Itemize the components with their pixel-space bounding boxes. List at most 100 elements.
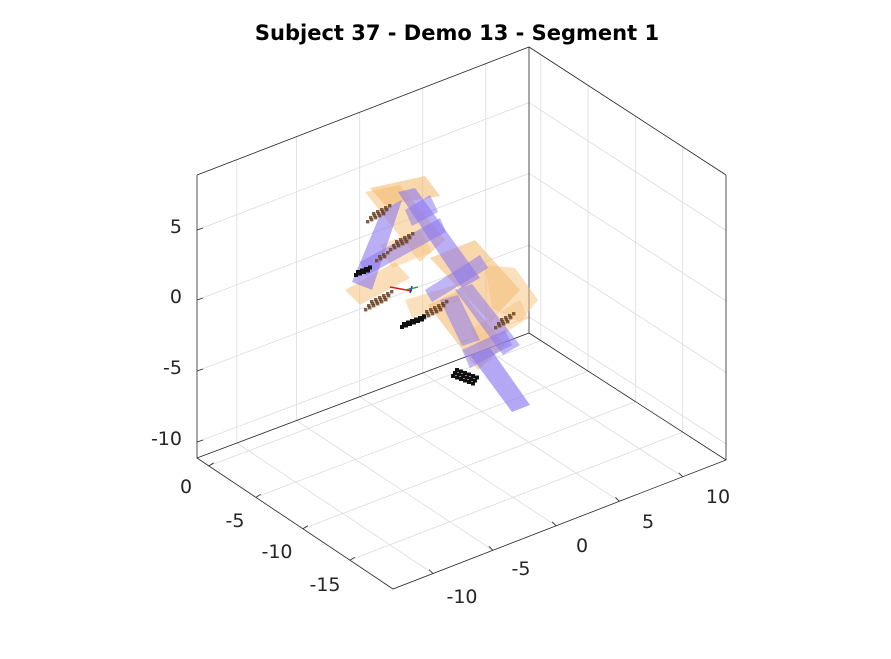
brown-marker	[368, 306, 372, 310]
black-marker	[354, 273, 358, 277]
grid-line	[528, 244, 727, 373]
brown-marker	[384, 298, 388, 302]
grid-line	[296, 420, 494, 551]
grid-lines	[196, 54, 727, 574]
grid-line	[196, 172, 530, 301]
tick-marks	[196, 227, 683, 574]
tick-mark	[428, 569, 434, 574]
link-orange-right	[485, 265, 538, 322]
brown-marker	[383, 255, 387, 259]
brown-marker	[380, 208, 384, 212]
brown-marker	[504, 316, 508, 320]
z-tick-label: -10	[151, 428, 182, 450]
brown-marker	[400, 240, 404, 244]
brown-marker	[434, 308, 438, 312]
brown-marker	[445, 300, 449, 304]
brown-marker	[433, 306, 437, 310]
brown-marker	[376, 302, 380, 306]
brown-marker	[401, 242, 405, 246]
brown-marker	[431, 312, 435, 316]
black-marker	[416, 319, 420, 323]
link-purple-forearm	[360, 218, 446, 276]
brown-marker	[370, 300, 374, 304]
black-marker	[465, 375, 469, 380]
brown-marker	[373, 214, 377, 218]
grid-line	[485, 348, 683, 478]
brown-marker	[378, 214, 382, 218]
brown-marker	[396, 242, 400, 246]
tick-mark	[551, 521, 557, 527]
brown-marker	[372, 212, 376, 216]
brown-marker	[370, 218, 374, 222]
black-marker	[467, 380, 471, 384]
x-tick-label: 5	[642, 511, 654, 533]
brown-marker	[386, 251, 390, 255]
black-marker	[473, 378, 477, 383]
black-marker	[412, 320, 416, 325]
body-links	[345, 176, 538, 412]
brown-marker	[437, 304, 441, 308]
brown-marker	[386, 292, 390, 296]
x-tick-label: 0	[576, 535, 588, 557]
brown-marker	[382, 212, 386, 216]
brown-marker	[497, 322, 501, 326]
brown-marker	[498, 324, 502, 328]
black-marker-points	[354, 265, 479, 386]
x-tick-label: 10	[706, 486, 730, 508]
brown-marker	[382, 253, 386, 257]
black-marker	[358, 271, 362, 276]
grid-line	[196, 102, 530, 231]
blue-axis-line	[409, 285, 413, 294]
brown-marker	[388, 204, 392, 208]
link-purple-hand	[405, 195, 438, 226]
brown-marker	[397, 244, 401, 248]
brown-marker	[411, 232, 415, 236]
brown-marker	[379, 298, 383, 302]
brown-marker	[441, 302, 445, 306]
tick-mark	[196, 439, 204, 443]
y-tick-label: 0	[180, 476, 192, 498]
brown-marker	[364, 308, 368, 312]
black-marker	[362, 270, 366, 274]
x-tick-label: -5	[512, 558, 531, 580]
brown-marker	[379, 257, 383, 261]
black-marker	[459, 369, 463, 374]
brown-marker	[395, 240, 399, 244]
brown-marker	[390, 290, 394, 294]
tick-mark	[302, 525, 309, 530]
y-axis-tick-labels: 0 -5 -10 -15	[180, 476, 341, 596]
y-tick-label: -15	[309, 574, 340, 596]
y-tick-label: -5	[226, 510, 245, 532]
brown-marker	[378, 296, 382, 300]
x-axis-tick-labels: -10 -5 0 5 10	[446, 486, 730, 608]
link-orange-left	[345, 262, 410, 305]
brown-marker	[383, 296, 387, 300]
brown-marker	[427, 314, 431, 318]
brown-marker	[392, 244, 396, 248]
tick-mark	[196, 368, 204, 372]
brown-marker	[366, 220, 370, 224]
tick-mark	[208, 462, 214, 467]
x-tick-label: -10	[446, 586, 477, 608]
grid-line	[349, 431, 683, 561]
brown-marker	[442, 304, 446, 308]
black-marker	[451, 374, 455, 378]
grid-line	[528, 316, 727, 445]
red-axis-line	[389, 286, 413, 292]
black-marker	[400, 325, 404, 329]
link-purple-leg	[470, 348, 530, 412]
black-marker	[420, 317, 424, 322]
tick-mark	[196, 227, 204, 231]
brown-marker	[385, 208, 389, 212]
brown-marker	[380, 300, 384, 304]
black-marker	[455, 375, 459, 380]
brown-marker	[403, 236, 407, 240]
brown-marker	[430, 310, 434, 314]
brown-marker	[389, 248, 393, 252]
brown-marker	[399, 238, 403, 242]
tick-mark	[196, 297, 204, 301]
tick-mark	[615, 496, 620, 502]
brown-marker	[375, 259, 379, 263]
brown-marker	[506, 320, 510, 324]
